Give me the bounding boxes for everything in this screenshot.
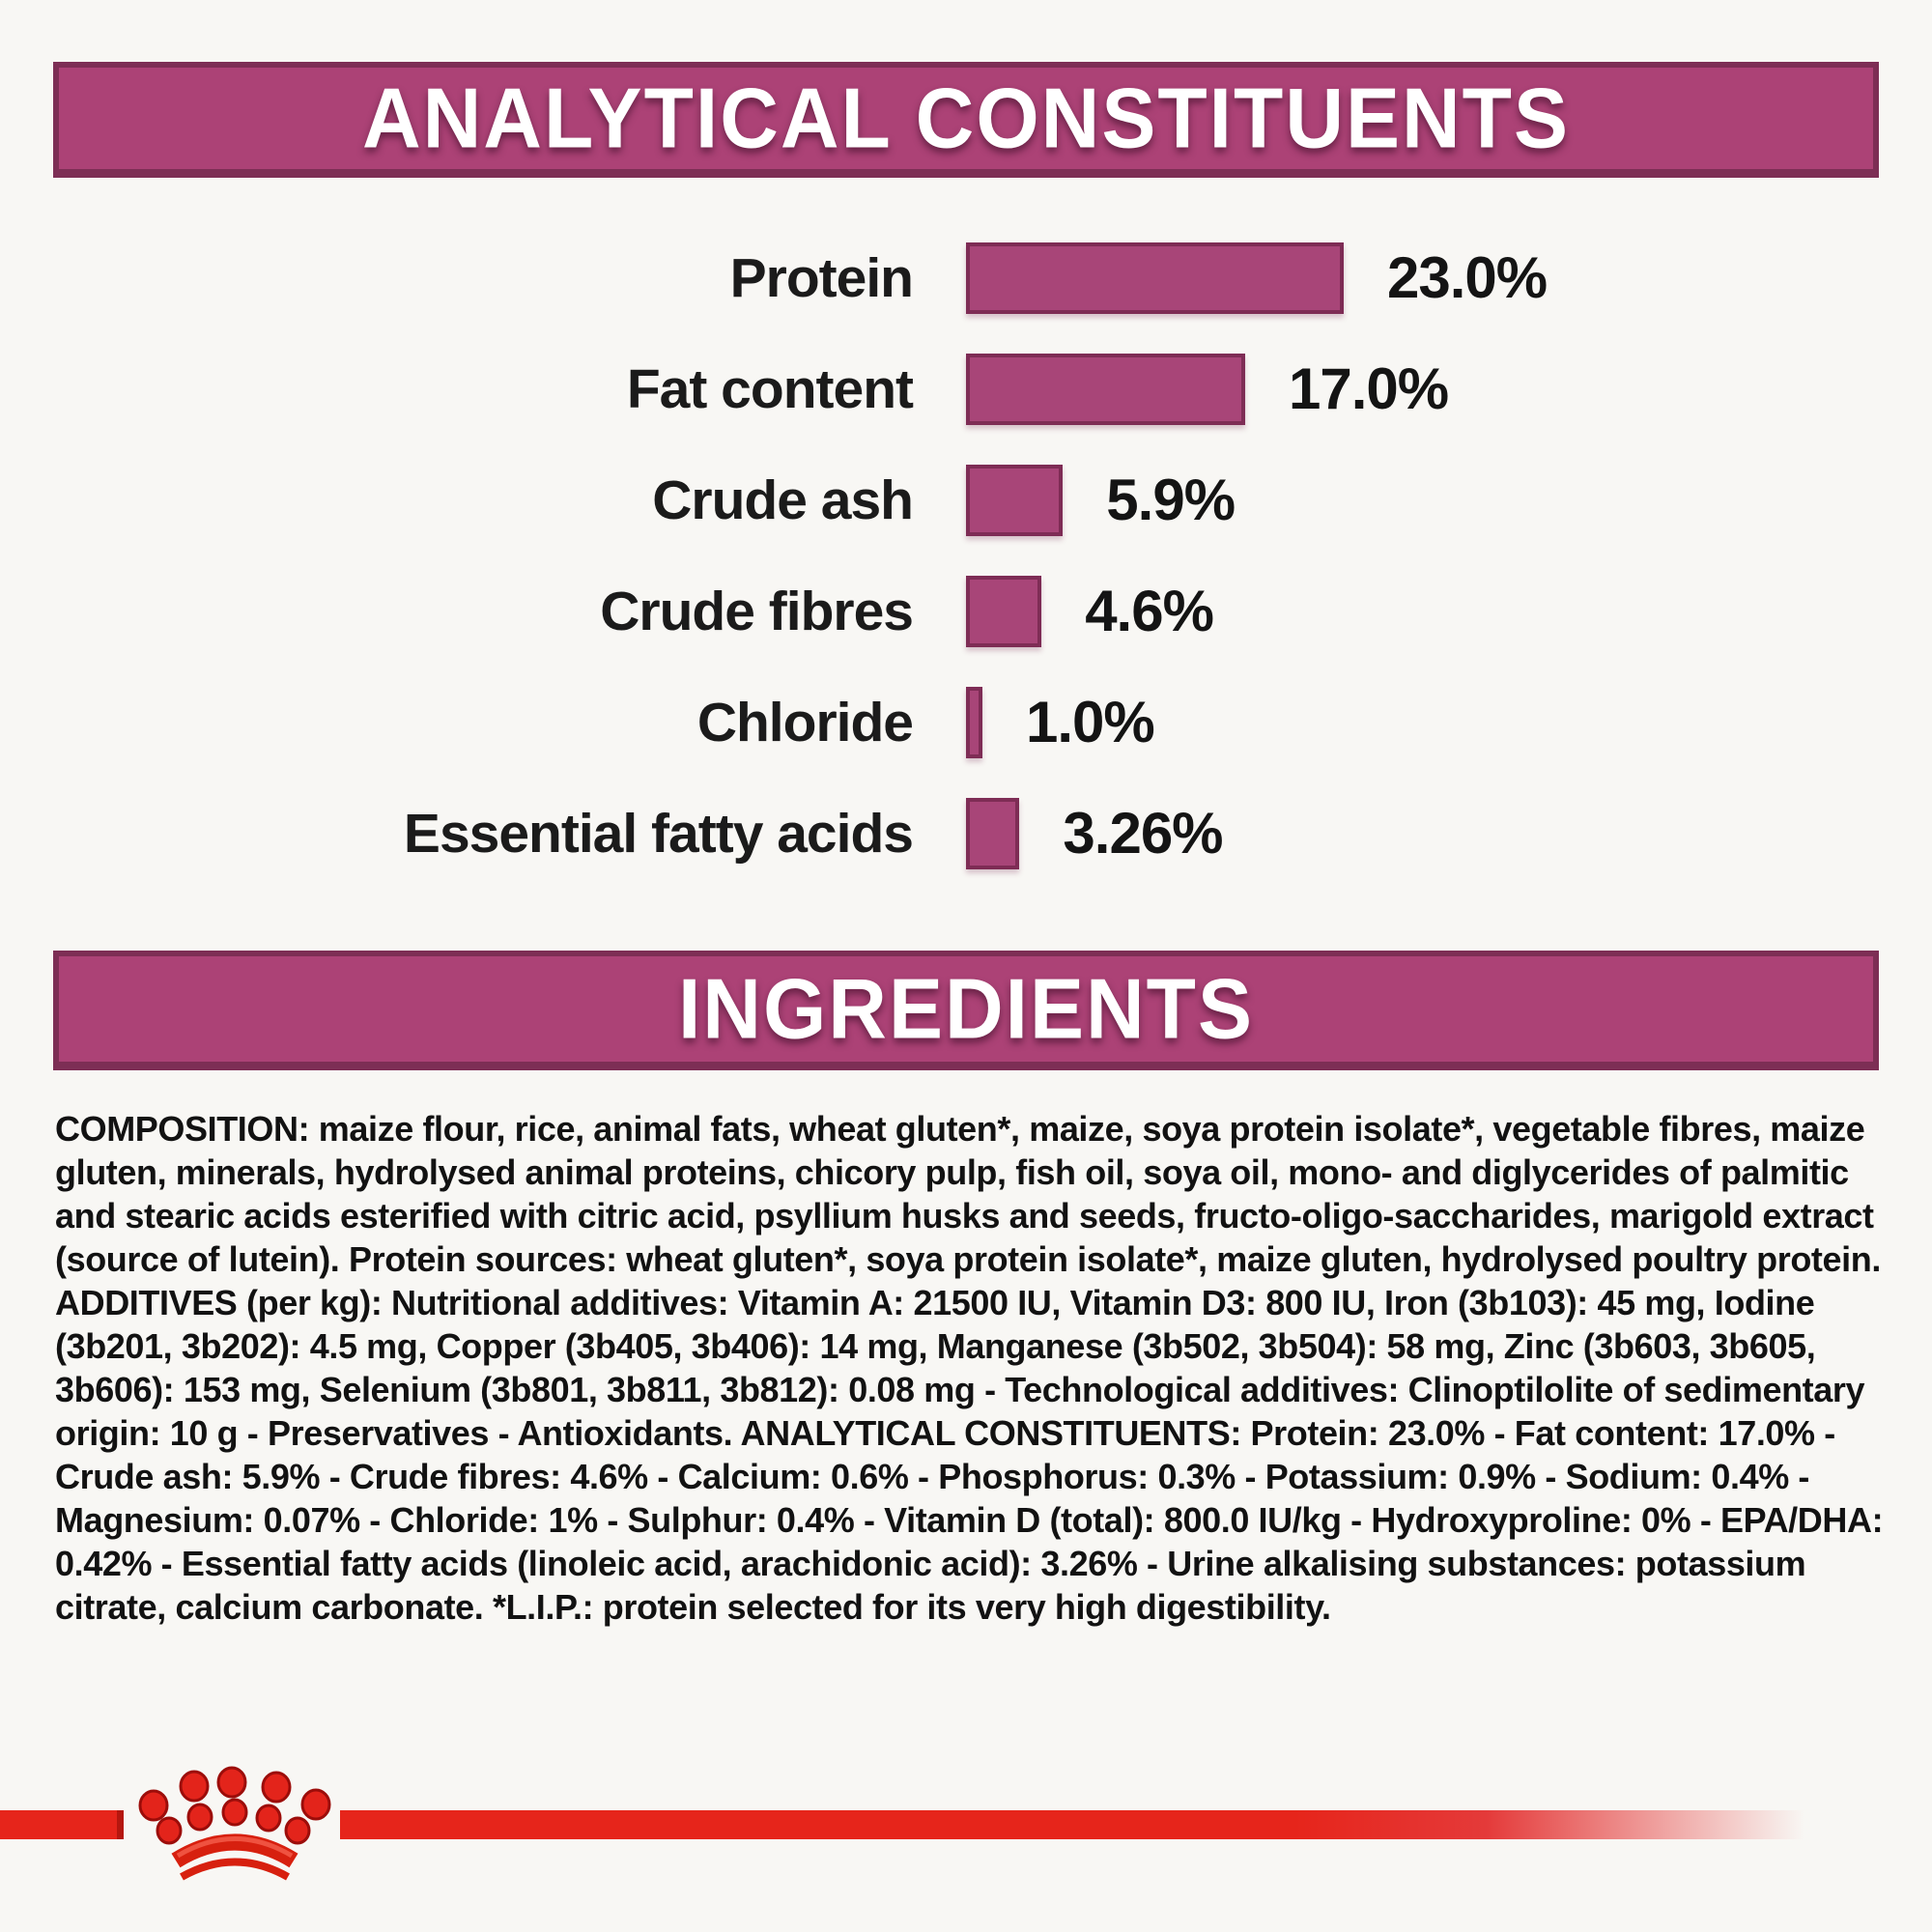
chart-row: Chloride 1.0% xyxy=(0,667,1932,778)
chart-row: Crude fibres 4.6% xyxy=(0,555,1932,667)
chart-value-label: 3.26% xyxy=(1063,801,1223,866)
chart-value-label: 5.9% xyxy=(1106,468,1236,532)
chart-category-label: Crude fibres xyxy=(600,580,914,642)
chart-category-label: Crude ash xyxy=(652,469,914,531)
chart-value-label: 17.0% xyxy=(1289,356,1449,421)
chart-row: Crude ash 5.9% xyxy=(0,444,1932,555)
chart-row: Protein 23.0% xyxy=(0,222,1932,333)
red-stripe-right xyxy=(340,1810,1932,1839)
chart-category-label: Protein xyxy=(729,246,914,309)
composition-text: COMPOSITION: maize flour, rice, animal f… xyxy=(55,1109,1884,1627)
chart-category-label: Chloride xyxy=(696,691,914,753)
royal-canin-crown-icon xyxy=(138,1766,331,1881)
chart-row: Essential fatty acids 3.26% xyxy=(0,778,1932,889)
chart-bar xyxy=(966,686,982,758)
chart-value-label: 1.0% xyxy=(1026,690,1155,754)
ingredients-title: INGREDIENTS xyxy=(677,960,1255,1057)
chart-bar xyxy=(966,353,1245,425)
chart-bar xyxy=(966,464,1064,536)
chart-category-label: Essential fatty acids xyxy=(403,802,914,865)
chart-value-label: 23.0% xyxy=(1387,245,1548,310)
chart-bar xyxy=(966,575,1042,647)
chart-row: Fat content 17.0% xyxy=(0,333,1932,444)
chart-bar xyxy=(966,242,1344,314)
chart-bar xyxy=(966,797,1020,869)
red-stripe-left xyxy=(0,1810,124,1839)
chart-value-label: 4.6% xyxy=(1085,579,1214,643)
ingredients-header: INGREDIENTS xyxy=(53,951,1879,1070)
analytical-constituents-header: ANALYTICAL CONSTITUENTS xyxy=(53,62,1879,178)
analytical-constituents-title: ANALYTICAL CONSTITUENTS xyxy=(361,70,1571,166)
chart-category-label: Fat content xyxy=(626,357,914,420)
analytical-constituents-bar-chart: Protein 23.0% Fat content 17.0% Crude ash 5.9… xyxy=(0,222,1932,889)
